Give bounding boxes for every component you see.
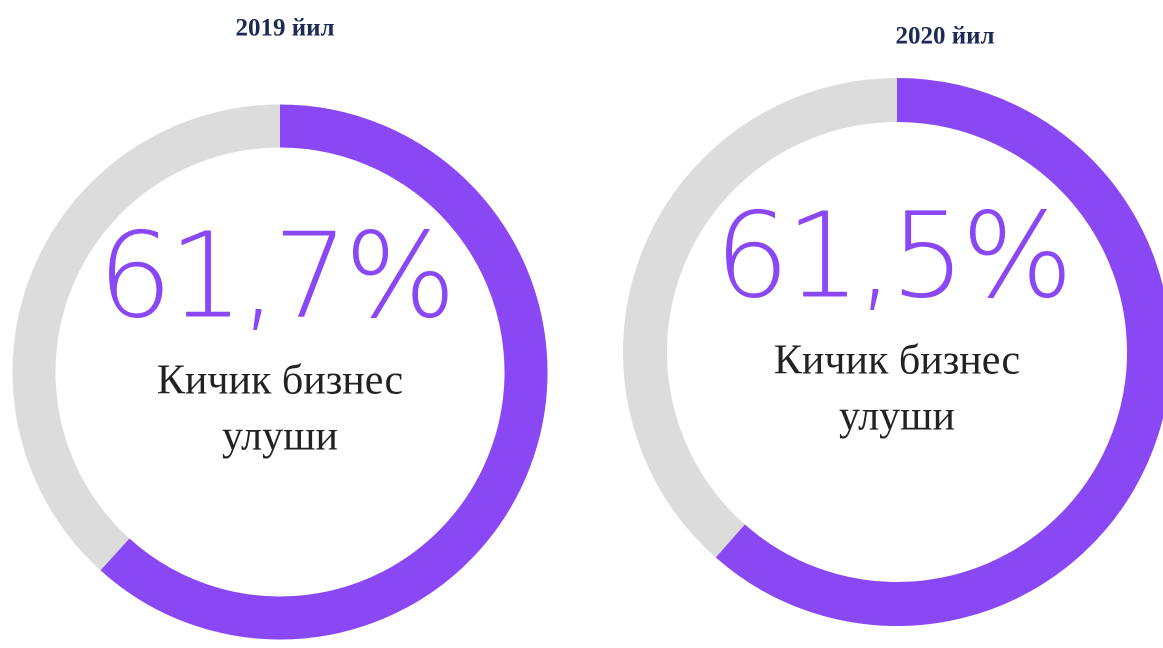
chart-title: 2019 йил	[235, 15, 334, 42]
value-label: 61,5%	[715, 186, 1070, 324]
donut-arc	[100, 104, 548, 640]
center-label: улуши	[839, 394, 955, 440]
donut-arc	[715, 78, 1163, 626]
center-label: Кичик бизнес	[774, 338, 1020, 384]
center-label: Кичик бизнес	[157, 358, 403, 404]
value-label: 61,7%	[98, 206, 453, 344]
center-label: улуши	[222, 414, 338, 460]
chart-title: 2020 йил	[895, 23, 994, 50]
